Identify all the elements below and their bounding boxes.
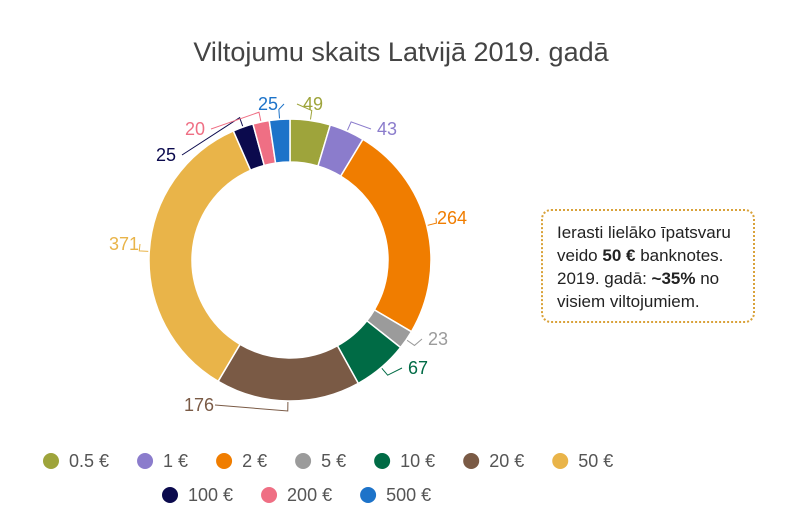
legend-label-1-1: 1 € bbox=[163, 451, 188, 471]
legend-label-500-9: 500 € bbox=[386, 485, 431, 505]
leader-line-100-7 bbox=[181, 116, 244, 156]
annotation-line-3-post: no bbox=[695, 269, 720, 288]
legend-label-50-6: 50 € bbox=[578, 451, 613, 471]
legend-item-2-2[interactable]: 2 € bbox=[216, 451, 267, 471]
leader-line-5-3 bbox=[406, 338, 423, 347]
legend-item-1-1[interactable]: 1 € bbox=[137, 451, 188, 471]
legend-label-100-7: 100 € bbox=[188, 485, 233, 505]
data-label-50-6: 371 bbox=[109, 234, 139, 254]
slice-20-5 bbox=[217, 343, 360, 402]
legend-marker-0-5-0 bbox=[43, 453, 59, 469]
data-label-1-1: 43 bbox=[377, 119, 397, 139]
legend-label-5-3: 5 € bbox=[321, 451, 346, 471]
legend-item-20-5[interactable]: 20 € bbox=[463, 451, 524, 471]
annotation-line-3-bold: ~35% bbox=[651, 269, 696, 288]
slice-50-6 bbox=[148, 129, 252, 383]
annotation-line-1: Ierasti lielāko īpatsvaru bbox=[557, 223, 731, 242]
legend-item-50-6[interactable]: 50 € bbox=[552, 451, 613, 471]
legend-item-200-8[interactable]: 200 € bbox=[261, 485, 332, 505]
leader-lines bbox=[138, 103, 437, 412]
legend-item-5-3[interactable]: 5 € bbox=[295, 451, 346, 471]
legend-marker-20-5 bbox=[463, 453, 480, 469]
legend-label-0-5-0: 0.5 € bbox=[69, 451, 109, 471]
annotation-line-2: veido 50 € banknotes. bbox=[557, 244, 741, 267]
legend-marker-2-2 bbox=[216, 453, 233, 469]
legend-label-20-5: 20 € bbox=[489, 451, 524, 471]
leader-line-50-6 bbox=[138, 243, 149, 252]
chart-title: Viltojumu skaits Latvijā 2019. gadā bbox=[193, 37, 609, 67]
legend-label-2-2: 2 € bbox=[242, 451, 267, 471]
data-label-10-4: 67 bbox=[408, 358, 428, 378]
annotation-line-2-pre: veido bbox=[557, 246, 603, 265]
annotation-line-2-post: banknotes. bbox=[635, 246, 724, 265]
leader-line-2-2 bbox=[427, 217, 437, 226]
data-label-2-2: 264 bbox=[437, 208, 467, 228]
legend: 0.5 € 1 € 2 € 5 € 10 € 20 € 50 € 100 € 200 € 500 … bbox=[43, 451, 613, 505]
legend-marker-100-7 bbox=[162, 487, 178, 503]
legend-marker-1-1 bbox=[137, 453, 154, 469]
annotation-box: Ierasti lielāko īpatsvaru veido 50 € ban… bbox=[541, 209, 755, 323]
data-label-0-5-0: 49 bbox=[303, 94, 323, 114]
legend-marker-50-6 bbox=[552, 453, 569, 469]
leader-line-20-5 bbox=[214, 401, 289, 412]
legend-item-0-5-0[interactable]: 0.5 € bbox=[43, 451, 109, 471]
slice-500-9 bbox=[268, 118, 291, 164]
data-label-5-3: 23 bbox=[428, 329, 448, 349]
leader-line-500-9 bbox=[278, 103, 285, 119]
legend-marker-10-4 bbox=[374, 453, 391, 469]
data-label-20-5: 176 bbox=[184, 395, 214, 415]
leader-line-1-1 bbox=[347, 121, 372, 131]
data-label-200-8: 20 bbox=[185, 119, 205, 139]
legend-label-10-4: 10 € bbox=[400, 451, 435, 471]
legend-label-200-8: 200 € bbox=[287, 485, 332, 505]
leader-line-10-4 bbox=[381, 367, 403, 376]
slice-2-2 bbox=[339, 138, 432, 333]
legend-marker-5-3 bbox=[295, 453, 312, 469]
annotation-line-2-bold: 50 € bbox=[602, 246, 636, 265]
legend-marker-500-9 bbox=[360, 487, 377, 503]
legend-item-500-9[interactable]: 500 € bbox=[360, 485, 431, 505]
annotation-line-3-pre: 2019. gadā: bbox=[557, 269, 652, 288]
data-label-500-9: 25 bbox=[258, 94, 278, 114]
leader-line-0-5-0 bbox=[296, 103, 313, 120]
donut-slices bbox=[148, 118, 432, 402]
legend-marker-200-8 bbox=[261, 487, 278, 503]
annotation-line-4: visiem viltojumiem. bbox=[557, 292, 700, 311]
annotation-line-3: 2019. gadā: ~35% no bbox=[557, 267, 741, 290]
legend-item-10-4[interactable]: 10 € bbox=[374, 451, 435, 471]
leader-line-200-8 bbox=[210, 111, 262, 130]
data-label-100-7: 25 bbox=[156, 145, 176, 165]
legend-item-100-7[interactable]: 100 € bbox=[162, 485, 233, 505]
